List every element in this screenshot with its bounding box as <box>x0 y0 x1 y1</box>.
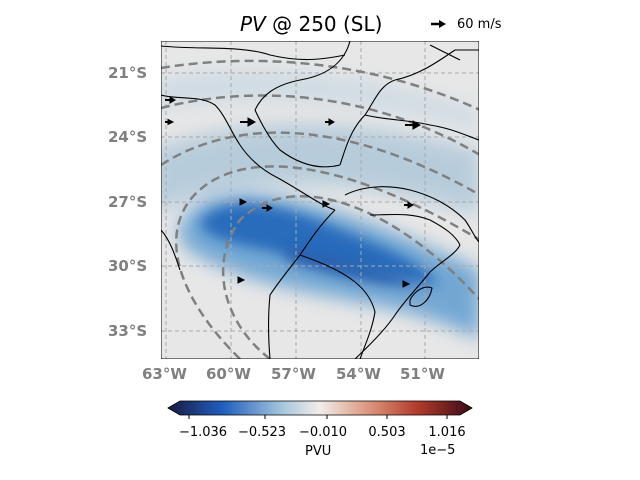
map-panel <box>161 41 479 359</box>
lat-label: 27°S <box>108 193 148 211</box>
lon-label: 51°W <box>400 365 445 383</box>
lon-label: 60°W <box>206 365 251 383</box>
colorbar-exponent: 1e−5 <box>420 443 456 458</box>
borders <box>161 41 479 359</box>
colorbar-tick-label: −1.036 <box>178 425 228 440</box>
lon-label: 54°W <box>336 365 381 383</box>
map-title: PV @ 250 (SL) <box>240 12 382 36</box>
wind-vectors <box>165 96 422 288</box>
reference-vector-label: 60 m/s <box>457 17 502 32</box>
reference-vector-arrow <box>431 20 446 28</box>
colorbar-label: PVU <box>305 444 332 459</box>
graticule <box>161 41 479 359</box>
lat-label: 24°S <box>108 128 148 146</box>
lon-label: 57°W <box>271 365 316 383</box>
lon-label: 63°W <box>142 365 187 383</box>
height-contours <box>161 59 479 359</box>
lat-label: 33°S <box>108 322 148 340</box>
colorbar <box>167 400 473 419</box>
title-variable: PV <box>240 12 266 36</box>
colorbar-tick-label: 0.503 <box>368 425 406 440</box>
colorbar-tick-label: −0.010 <box>298 425 348 440</box>
lat-label: 21°S <box>108 64 148 82</box>
colorbar-tick-label: −0.523 <box>237 425 287 440</box>
lat-label: 30°S <box>108 257 148 275</box>
colorbar-tick-label: 1.016 <box>428 425 466 440</box>
title-rest: @ 250 (SL) <box>265 12 383 36</box>
